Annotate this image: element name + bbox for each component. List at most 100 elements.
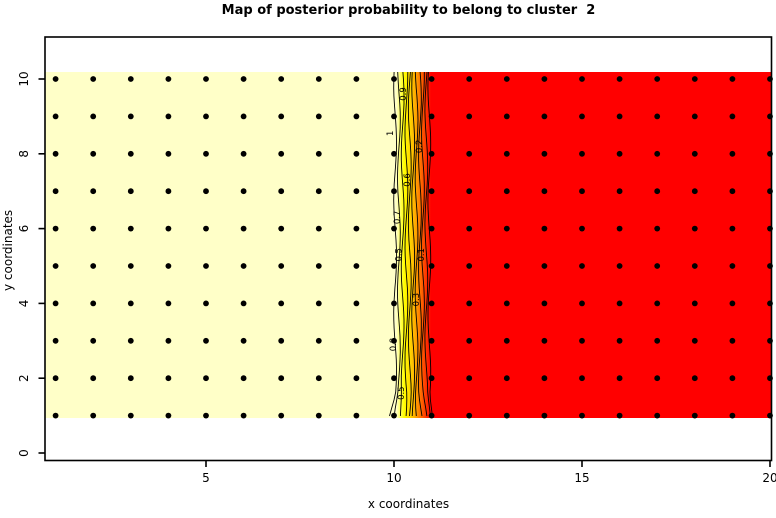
grid-dot: [127, 113, 134, 120]
y-axis-title: y coordinates: [1, 209, 15, 291]
grid-dot: [579, 150, 585, 157]
grid-dot: [240, 150, 247, 157]
grid-dot: [127, 188, 134, 195]
grid-dot: [127, 76, 134, 82]
contour-label: 0.1: [417, 248, 427, 262]
grid-dot: [579, 263, 585, 269]
grid-dot: [654, 300, 661, 307]
grid-dot: [315, 113, 322, 120]
grid-dot: [541, 150, 548, 157]
grid-dot: [729, 188, 736, 195]
contour-label: 0.8: [389, 338, 399, 352]
grid-dot: [579, 337, 585, 344]
grid-dot: [466, 113, 473, 120]
grid-dot: [579, 375, 585, 382]
chart-title: Map of posterior probability to belong t…: [221, 3, 596, 18]
grid-dot: [315, 263, 322, 269]
grid-dot: [391, 300, 397, 307]
grid-dot: [240, 337, 247, 344]
grid-dot: [654, 225, 661, 232]
grid-dot: [315, 225, 322, 232]
grid-dot: [541, 113, 548, 120]
grid-dot: [579, 225, 585, 232]
plot-box: [44, 36, 773, 462]
contour-line-level-0.3: [418, 71, 423, 417]
grid-dot: [353, 263, 360, 269]
grid-dot: [315, 412, 322, 419]
contour-label: 0.7: [393, 211, 403, 225]
grid-dot: [353, 150, 360, 157]
contour-line-level-0: [427, 71, 433, 417]
y-axis-tick-label: 2: [17, 374, 31, 382]
contour-line-level-0.8: [399, 71, 405, 417]
grid-dot: [90, 225, 97, 232]
grid-dot: [466, 300, 473, 307]
grid-dot: [541, 263, 548, 269]
contour-labels: 0.9 1 0.2 0.6 0.7 0.5 0.1 0.3 0.8 0.5: [386, 87, 427, 400]
grid-dot: [165, 76, 172, 82]
grid-dot: [616, 150, 623, 157]
grid-dot: [278, 76, 285, 82]
high-probability-region: [45, 72, 397, 418]
y-axis-tick-label: 10: [17, 71, 31, 86]
grid-dot: [203, 300, 209, 307]
grid-dot: [165, 300, 172, 307]
grid-dot: [616, 188, 623, 195]
grid-dot: [203, 76, 209, 82]
grid-dots: [52, 76, 773, 419]
low-probability-region: [431, 72, 771, 418]
grid-dot: [428, 375, 435, 382]
grid-dot: [353, 412, 360, 419]
grid-dot: [503, 113, 510, 120]
grid-dot: [90, 113, 97, 120]
grid-dot: [240, 225, 247, 232]
grid-dot: [503, 150, 510, 157]
grid-dot: [278, 375, 285, 382]
grid-dot: [315, 76, 322, 82]
grid-dot: [428, 263, 435, 269]
contour-label: 0.2: [415, 140, 425, 154]
grid-dot: [654, 337, 661, 344]
grid-dot: [428, 225, 435, 232]
contour-label: 0.5: [397, 386, 407, 400]
x-axis-tick-label: 10: [386, 471, 401, 485]
grid-dot: [127, 300, 134, 307]
grid-dot: [541, 337, 548, 344]
y-axis-tick-label: 0: [17, 449, 31, 457]
grid-dot: [729, 300, 736, 307]
grid-dot: [729, 337, 736, 344]
grid-dot: [165, 225, 172, 232]
grid-dot: [579, 412, 585, 419]
contour-line-level-0.9: [393, 71, 401, 417]
grid-dot: [616, 113, 623, 120]
grid-dot: [541, 188, 548, 195]
grid-dot: [729, 150, 736, 157]
grid-dot: [127, 150, 134, 157]
grid-dot: [391, 150, 397, 157]
grid-dot: [240, 412, 247, 419]
grid-dot: [315, 375, 322, 382]
grid-dot: [729, 263, 736, 269]
grid-dot: [353, 113, 360, 120]
grid-dot: [315, 300, 322, 307]
grid-dot: [52, 375, 59, 382]
grid-dot: [616, 225, 623, 232]
contour-line-level-0.4: [414, 71, 419, 417]
grid-dot: [240, 263, 247, 269]
grid-dot: [165, 412, 172, 419]
grid-dot: [503, 375, 510, 382]
contour-label: 0.6: [403, 173, 413, 187]
grid-dot: [503, 225, 510, 232]
contour-lines: [389, 71, 433, 417]
grid-dot: [654, 375, 661, 382]
grid-dot: [391, 113, 397, 120]
grid-dot: [691, 337, 698, 344]
grid-dot: [52, 300, 59, 307]
contour-line-level-1: [389, 71, 397, 417]
grid-dot: [391, 412, 397, 419]
contour-line-level-0.1: [424, 71, 431, 417]
grid-dot: [315, 188, 322, 195]
grid-dot: [503, 337, 510, 344]
x-axis-title: x coordinates: [367, 497, 450, 511]
grid-dot: [466, 225, 473, 232]
